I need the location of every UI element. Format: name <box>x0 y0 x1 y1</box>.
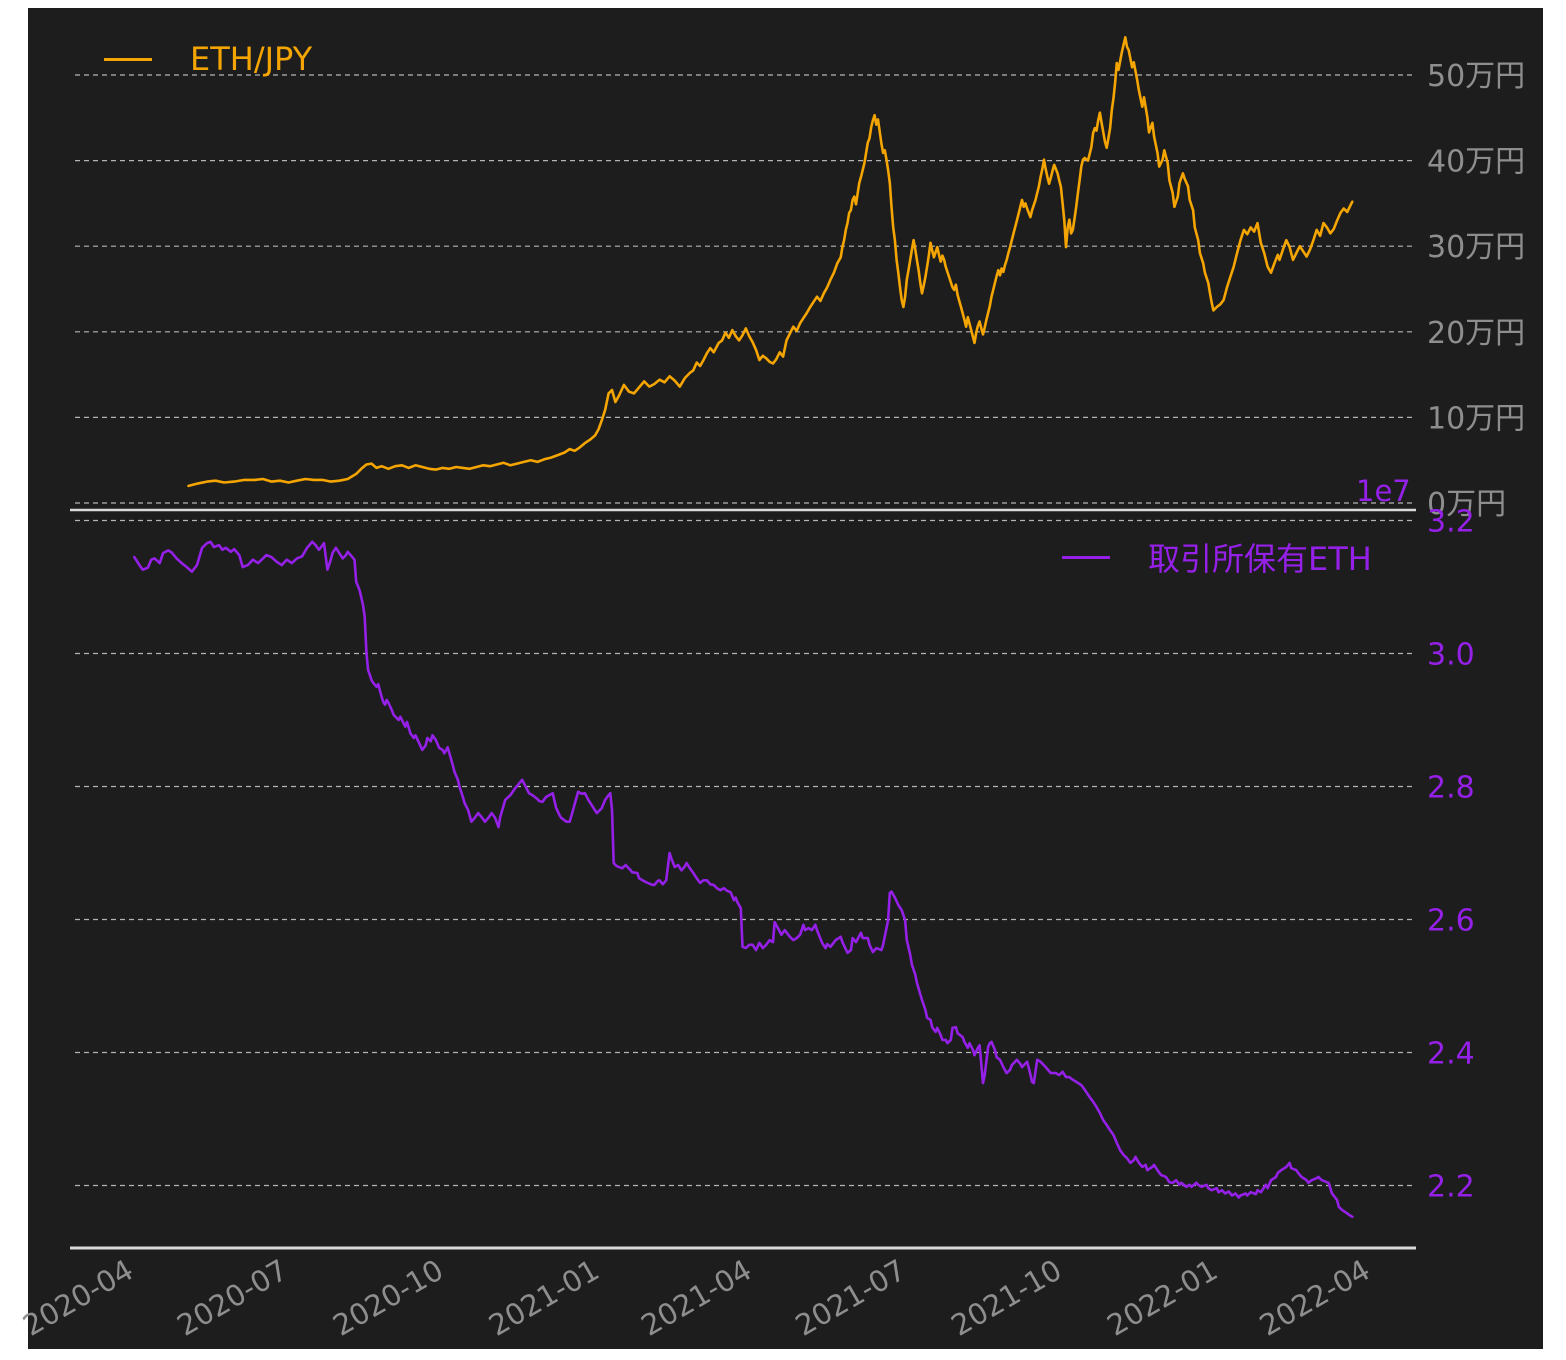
axis-spines <box>70 508 1416 1250</box>
x-tick-label: 2020-07 <box>171 1253 293 1343</box>
y-tick-label: 10万円 <box>1427 401 1525 436</box>
exchange-eth-line-group <box>133 540 1354 1219</box>
ethjpy-legend-line-icon <box>104 57 152 61</box>
bottom-panel-gridlines <box>75 519 1415 1187</box>
y-tick-label: 0万円 <box>1427 487 1506 522</box>
ethjpy-legend-label: ETH/JPY <box>190 40 313 78</box>
bottom-panel-ytick-labels: 2.2 2.4 2.6 2.8 3.0 3.2 <box>1427 505 1475 1205</box>
top-panel-ytick-labels: 0万円 10万円 20万円 30万円 40万円 50万円 <box>1427 59 1525 522</box>
legend-ethjpy: ETH/JPY <box>104 40 312 78</box>
y-tick-label: 3.0 <box>1427 638 1475 673</box>
chart-figure <box>28 8 1543 1349</box>
exchange-eth-legend-line-icon <box>1062 555 1110 559</box>
x-tick-label: 2022-04 <box>1254 1253 1376 1343</box>
ethjpy-line <box>187 35 1354 488</box>
y-tick-label: 2.2 <box>1427 1170 1475 1205</box>
y-tick-label: 2.4 <box>1427 1037 1475 1072</box>
legend-exchange-eth: 取引所保有ETH <box>1062 534 1372 580</box>
y-tick-label: 20万円 <box>1427 316 1525 351</box>
y-tick-label: 40万円 <box>1427 145 1525 180</box>
x-tick-label: 2020-10 <box>327 1253 449 1343</box>
x-tick-label: 2021-04 <box>635 1253 757 1343</box>
x-tick-label: 2021-01 <box>483 1253 605 1343</box>
exchange-eth-line <box>133 540 1354 1219</box>
top-panel-gridlines <box>75 74 1415 504</box>
y-axis-offset-label: 1e7 <box>1356 474 1411 508</box>
x-tick-label: 2022-01 <box>1101 1253 1223 1343</box>
x-tick-label: 2021-10 <box>945 1253 1067 1343</box>
y-tick-label: 30万円 <box>1427 230 1525 265</box>
y-tick-label: 50万円 <box>1427 59 1525 94</box>
x-tick-label: 2021-07 <box>790 1253 912 1343</box>
xtick-labels: 2020-04 2020-07 2020-10 2021-01 2021-04 2021-… <box>17 1253 1376 1343</box>
y-tick-label: 2.8 <box>1427 771 1475 806</box>
y-tick-label: 3.2 <box>1427 505 1475 540</box>
x-tick-label: 2020-04 <box>17 1253 139 1343</box>
ethjpy-line-group <box>187 35 1354 488</box>
exchange-eth-legend-label: 取引所保有ETH <box>1148 540 1372 578</box>
y-tick-label: 2.6 <box>1427 904 1475 939</box>
